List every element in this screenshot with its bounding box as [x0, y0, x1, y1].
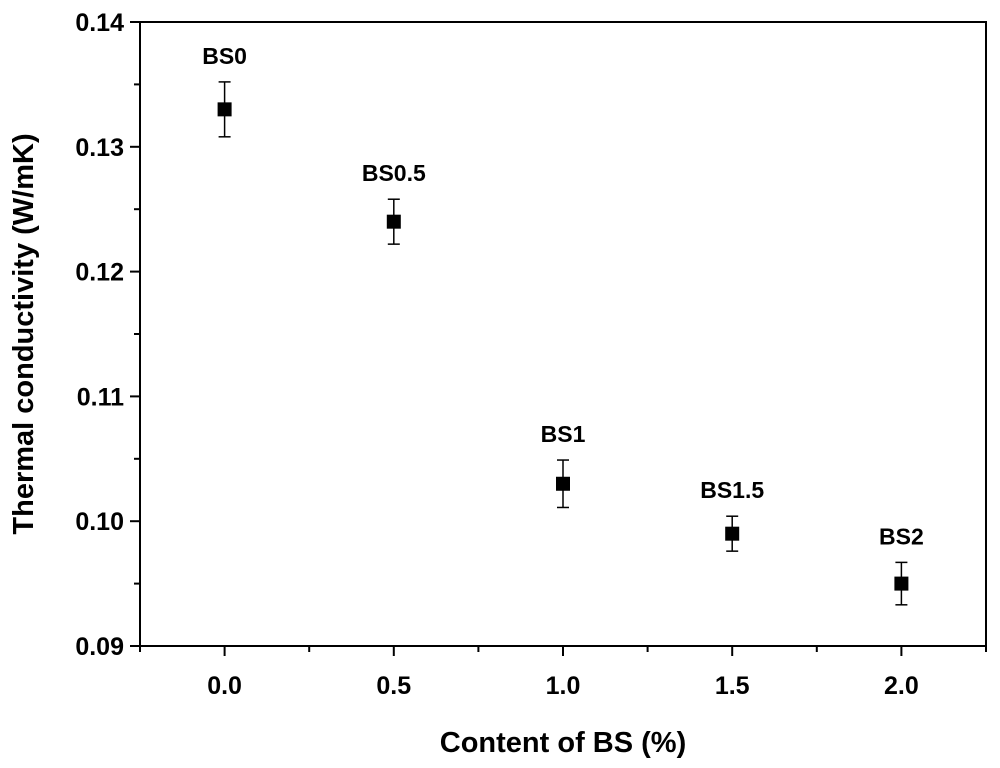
data-point-marker — [894, 576, 909, 591]
y-tick-label: 0.09 — [75, 633, 124, 661]
data-point-marker — [217, 102, 232, 117]
data-point-label: BS0 — [202, 43, 247, 69]
data-point-marker — [556, 476, 570, 491]
x-tick-label: 1.5 — [715, 672, 750, 700]
x-tick-label: 0.5 — [376, 672, 411, 700]
y-tick-label: 0.11 — [77, 383, 124, 411]
data-point-label: BS0.5 — [362, 160, 426, 186]
points-layer: BS0 BS0.5 BS1 BS1.5 BS2 — [202, 43, 924, 606]
y-tick-label: 0.14 — [75, 9, 124, 37]
y-tick-label: 0.12 — [75, 259, 124, 287]
plot-frame — [139, 21, 987, 647]
y-axis-title: Thermal conductivity (W/mK) — [8, 133, 40, 534]
data-point-marker — [725, 526, 740, 541]
data-point-label: BS1.5 — [700, 477, 764, 503]
data-point-label: BS1 — [541, 421, 586, 447]
data-point-label: BS2 — [879, 523, 924, 549]
ticks-layer: 0.0 0.5 1.0 1.5 2.0 0.09 0.10 0.11 0.12 0.13 0.14 — [75, 9, 987, 700]
x-tick-label: 1.0 — [546, 672, 581, 700]
x-tick-label: 2.0 — [884, 672, 919, 700]
y-tick-label: 0.10 — [75, 508, 124, 536]
data-point-marker — [386, 214, 401, 229]
y-tick-label: 0.13 — [75, 134, 124, 162]
x-axis-title: Content of BS (%) — [440, 727, 686, 759]
x-tick-label: 0.0 — [207, 672, 242, 700]
